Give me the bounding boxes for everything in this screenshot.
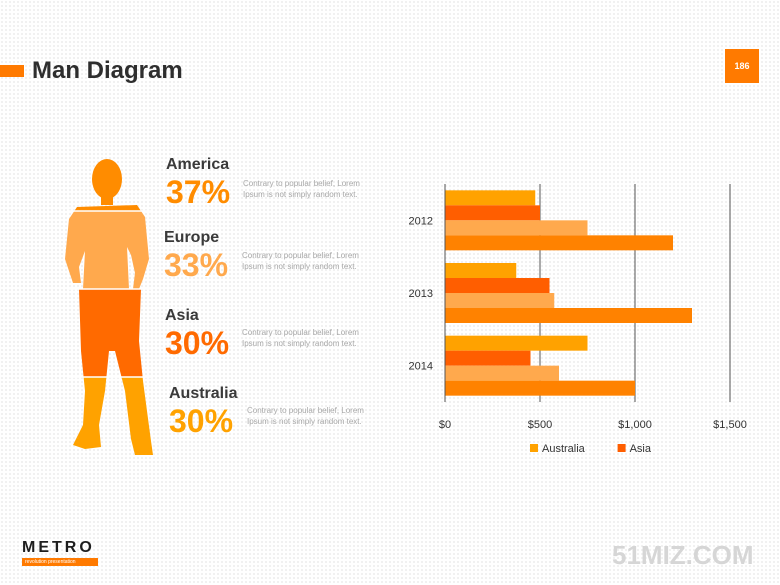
x-tick-label: $0 (439, 419, 451, 431)
region-percent: 30% (169, 403, 234, 439)
man-segment (65, 377, 153, 455)
region-description: Contrary to popular belief, Lorem Ipsum … (247, 406, 364, 426)
bar (445, 335, 588, 351)
bar (445, 293, 555, 308)
region-description: Contrary to popular belief, Lorem Ipsum … (242, 251, 359, 271)
bar (445, 220, 588, 236)
region-percent: 37% (166, 174, 231, 210)
region-america: America 37% Contrary to popular belief, … (166, 156, 360, 210)
bar (445, 380, 635, 396)
watermark: 51MIZ.COM (612, 540, 754, 570)
bar (445, 278, 550, 293)
legend-label: Australia (542, 443, 586, 455)
title-accent-bar (0, 65, 24, 77)
region-europe: Europe 33% Contrary to popular belief, L… (164, 229, 359, 283)
region-description: Contrary to popular belief, Lorem Ipsum … (243, 179, 360, 199)
metro-logo: METRO revolution presentation (22, 540, 98, 566)
bar (445, 263, 517, 278)
logo-tagline: revolution presentation (22, 558, 98, 566)
x-tick-label: $500 (528, 419, 552, 431)
legend-label: Asia (630, 443, 652, 455)
legend-swatch (530, 444, 538, 452)
man-segment (65, 159, 153, 211)
region-name: Asia (165, 307, 199, 324)
y-tick-label: 2013 (409, 288, 433, 300)
region-name: Europe (164, 229, 220, 246)
bar (445, 365, 559, 381)
bar (445, 205, 540, 221)
x-tick-label: $1,500 (713, 419, 747, 431)
bar (445, 350, 531, 366)
region-australia: Australia 30% Contrary to popular belief… (169, 385, 364, 439)
slide-title: Man Diagram (32, 57, 183, 84)
page-number-badge: 186 (725, 49, 759, 83)
region-percent: 33% (164, 247, 229, 283)
logo-word: METRO (22, 539, 95, 556)
region-name: Australia (169, 385, 238, 402)
region-asia: Asia 30% Contrary to popular belief, Lor… (165, 307, 359, 361)
region-description: Contrary to popular belief, Lorem Ipsum … (242, 328, 359, 348)
bar (445, 235, 673, 251)
x-tick-label: $1,000 (618, 419, 652, 431)
bar (445, 190, 536, 206)
y-tick-label: 2012 (409, 215, 433, 227)
region-name: America (166, 156, 230, 173)
man-segment (65, 289, 153, 377)
man-silhouette-icon (65, 159, 153, 455)
man-segment (65, 211, 153, 289)
y-tick-label: 2014 (409, 361, 433, 373)
bar-chart: $0 $500 $1,000 $1,500 2012 2013 2014 Australia A… (409, 184, 747, 455)
bar (445, 308, 692, 323)
legend-swatch (617, 444, 626, 452)
region-percent: 30% (165, 325, 230, 361)
